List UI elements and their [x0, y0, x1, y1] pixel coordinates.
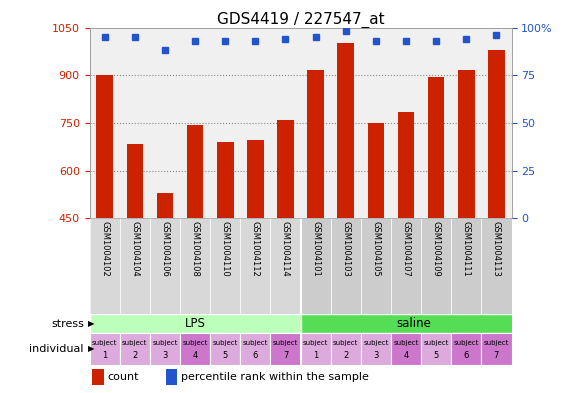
- Text: subject: subject: [243, 340, 268, 346]
- Bar: [247, 140, 264, 219]
- Bar: [368, 123, 384, 219]
- FancyBboxPatch shape: [481, 333, 512, 365]
- Text: 7: 7: [494, 351, 499, 360]
- Text: GSM1004113: GSM1004113: [492, 221, 501, 277]
- Text: 7: 7: [283, 351, 288, 360]
- Text: LPS: LPS: [184, 317, 206, 330]
- Bar: [92, 369, 103, 386]
- FancyBboxPatch shape: [90, 314, 301, 333]
- Text: 2: 2: [132, 351, 138, 360]
- Bar: [97, 75, 113, 219]
- FancyBboxPatch shape: [391, 333, 421, 365]
- Bar: [187, 125, 203, 219]
- Text: 5: 5: [434, 351, 439, 360]
- Text: subject: subject: [152, 340, 177, 346]
- Text: 1: 1: [102, 351, 108, 360]
- Text: 1: 1: [313, 351, 318, 360]
- FancyBboxPatch shape: [361, 219, 391, 314]
- FancyBboxPatch shape: [240, 333, 271, 365]
- Text: ▶: ▶: [88, 345, 94, 353]
- Text: 2: 2: [343, 351, 349, 360]
- Text: GSM1004102: GSM1004102: [100, 221, 109, 277]
- FancyBboxPatch shape: [150, 333, 180, 365]
- Bar: [217, 142, 234, 219]
- Text: subject: subject: [424, 340, 449, 346]
- FancyBboxPatch shape: [451, 219, 481, 314]
- Text: 5: 5: [223, 351, 228, 360]
- FancyBboxPatch shape: [90, 219, 120, 314]
- Text: ▶: ▶: [88, 319, 94, 328]
- Text: subject: subject: [273, 340, 298, 346]
- Text: GSM1004112: GSM1004112: [251, 221, 260, 277]
- Bar: [488, 50, 505, 219]
- FancyBboxPatch shape: [301, 314, 527, 333]
- FancyBboxPatch shape: [210, 219, 240, 314]
- FancyBboxPatch shape: [120, 333, 150, 365]
- FancyBboxPatch shape: [180, 333, 210, 365]
- Bar: [338, 43, 354, 219]
- Text: GSM1004106: GSM1004106: [161, 221, 169, 277]
- FancyBboxPatch shape: [421, 333, 451, 365]
- FancyBboxPatch shape: [90, 333, 120, 365]
- FancyBboxPatch shape: [421, 219, 451, 314]
- FancyBboxPatch shape: [271, 219, 301, 314]
- FancyBboxPatch shape: [361, 333, 391, 365]
- FancyBboxPatch shape: [331, 333, 361, 365]
- FancyBboxPatch shape: [301, 333, 331, 365]
- Bar: [458, 70, 475, 219]
- Text: count: count: [108, 372, 139, 382]
- Bar: [277, 120, 294, 219]
- Text: 4: 4: [192, 351, 198, 360]
- Text: 3: 3: [162, 351, 168, 360]
- FancyBboxPatch shape: [481, 219, 512, 314]
- FancyBboxPatch shape: [451, 333, 481, 365]
- FancyBboxPatch shape: [210, 333, 240, 365]
- Text: GSM1004107: GSM1004107: [402, 221, 410, 277]
- Text: GSM1004101: GSM1004101: [311, 221, 320, 277]
- Text: 6: 6: [253, 351, 258, 360]
- Text: subject: subject: [333, 340, 358, 346]
- Text: GSM1004103: GSM1004103: [341, 221, 350, 277]
- Text: saline: saline: [396, 317, 431, 330]
- Text: GSM1004105: GSM1004105: [372, 221, 380, 277]
- Bar: [157, 193, 173, 219]
- Text: GSM1004110: GSM1004110: [221, 221, 229, 277]
- FancyBboxPatch shape: [391, 219, 421, 314]
- Text: subject: subject: [183, 340, 208, 346]
- Text: subject: subject: [92, 340, 117, 346]
- Text: stress: stress: [51, 318, 84, 329]
- Text: subject: subject: [454, 340, 479, 346]
- FancyBboxPatch shape: [180, 219, 210, 314]
- Text: 4: 4: [403, 351, 409, 360]
- Text: percentile rank within the sample: percentile rank within the sample: [181, 372, 369, 382]
- Text: subject: subject: [394, 340, 418, 346]
- Bar: [127, 144, 143, 219]
- FancyBboxPatch shape: [271, 333, 301, 365]
- FancyBboxPatch shape: [301, 219, 331, 314]
- Text: GSM1004114: GSM1004114: [281, 221, 290, 277]
- Text: GSM1004111: GSM1004111: [462, 221, 471, 277]
- Text: GSM1004109: GSM1004109: [432, 221, 440, 277]
- Bar: [307, 70, 324, 219]
- FancyBboxPatch shape: [331, 219, 361, 314]
- Text: 6: 6: [464, 351, 469, 360]
- Text: 3: 3: [373, 351, 379, 360]
- FancyBboxPatch shape: [150, 219, 180, 314]
- FancyBboxPatch shape: [120, 219, 150, 314]
- Bar: [428, 77, 444, 219]
- Bar: [398, 112, 414, 219]
- FancyBboxPatch shape: [240, 219, 271, 314]
- Text: GSM1004104: GSM1004104: [130, 221, 139, 277]
- Bar: [165, 369, 177, 386]
- Text: GSM1004108: GSM1004108: [191, 221, 199, 277]
- Text: subject: subject: [363, 340, 388, 346]
- Text: subject: subject: [303, 340, 328, 346]
- Text: subject: subject: [484, 340, 509, 346]
- Text: subject: subject: [213, 340, 238, 346]
- Text: individual: individual: [29, 344, 84, 354]
- Text: subject: subject: [122, 340, 147, 346]
- Title: GDS4419 / 227547_at: GDS4419 / 227547_at: [217, 11, 384, 28]
